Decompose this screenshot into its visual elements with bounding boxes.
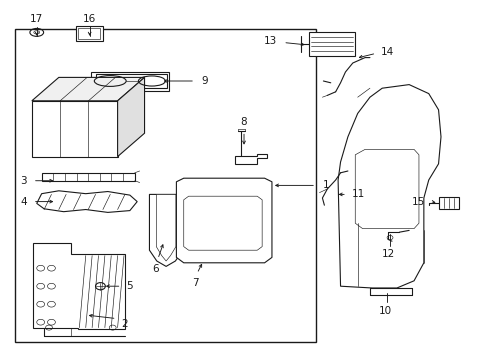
Polygon shape — [309, 32, 355, 56]
Text: 12: 12 — [381, 249, 395, 259]
Text: 17: 17 — [30, 14, 44, 24]
Text: 15: 15 — [412, 197, 425, 207]
Text: 8: 8 — [241, 117, 247, 127]
Polygon shape — [439, 197, 459, 209]
Polygon shape — [355, 149, 419, 229]
Text: 6: 6 — [152, 264, 159, 274]
Text: 10: 10 — [379, 306, 392, 316]
Text: 16: 16 — [83, 14, 97, 24]
Polygon shape — [156, 194, 176, 261]
Text: 5: 5 — [126, 281, 133, 291]
Polygon shape — [76, 26, 103, 41]
Polygon shape — [338, 85, 441, 288]
Polygon shape — [235, 154, 267, 164]
Text: 13: 13 — [264, 36, 277, 46]
Text: 11: 11 — [352, 189, 365, 199]
Text: 7: 7 — [192, 278, 198, 288]
Polygon shape — [149, 194, 183, 266]
Polygon shape — [176, 178, 272, 263]
Bar — [15, 29, 316, 342]
Polygon shape — [33, 243, 125, 329]
Text: 3: 3 — [20, 176, 27, 186]
Polygon shape — [32, 101, 118, 157]
Text: 14: 14 — [381, 47, 394, 57]
Text: 2: 2 — [122, 319, 128, 329]
Polygon shape — [32, 77, 145, 101]
Text: 9: 9 — [201, 76, 208, 86]
Text: 1: 1 — [322, 180, 329, 190]
Polygon shape — [96, 74, 167, 88]
Polygon shape — [37, 191, 137, 212]
Polygon shape — [118, 77, 145, 157]
Text: 4: 4 — [20, 197, 27, 207]
Polygon shape — [42, 173, 135, 181]
